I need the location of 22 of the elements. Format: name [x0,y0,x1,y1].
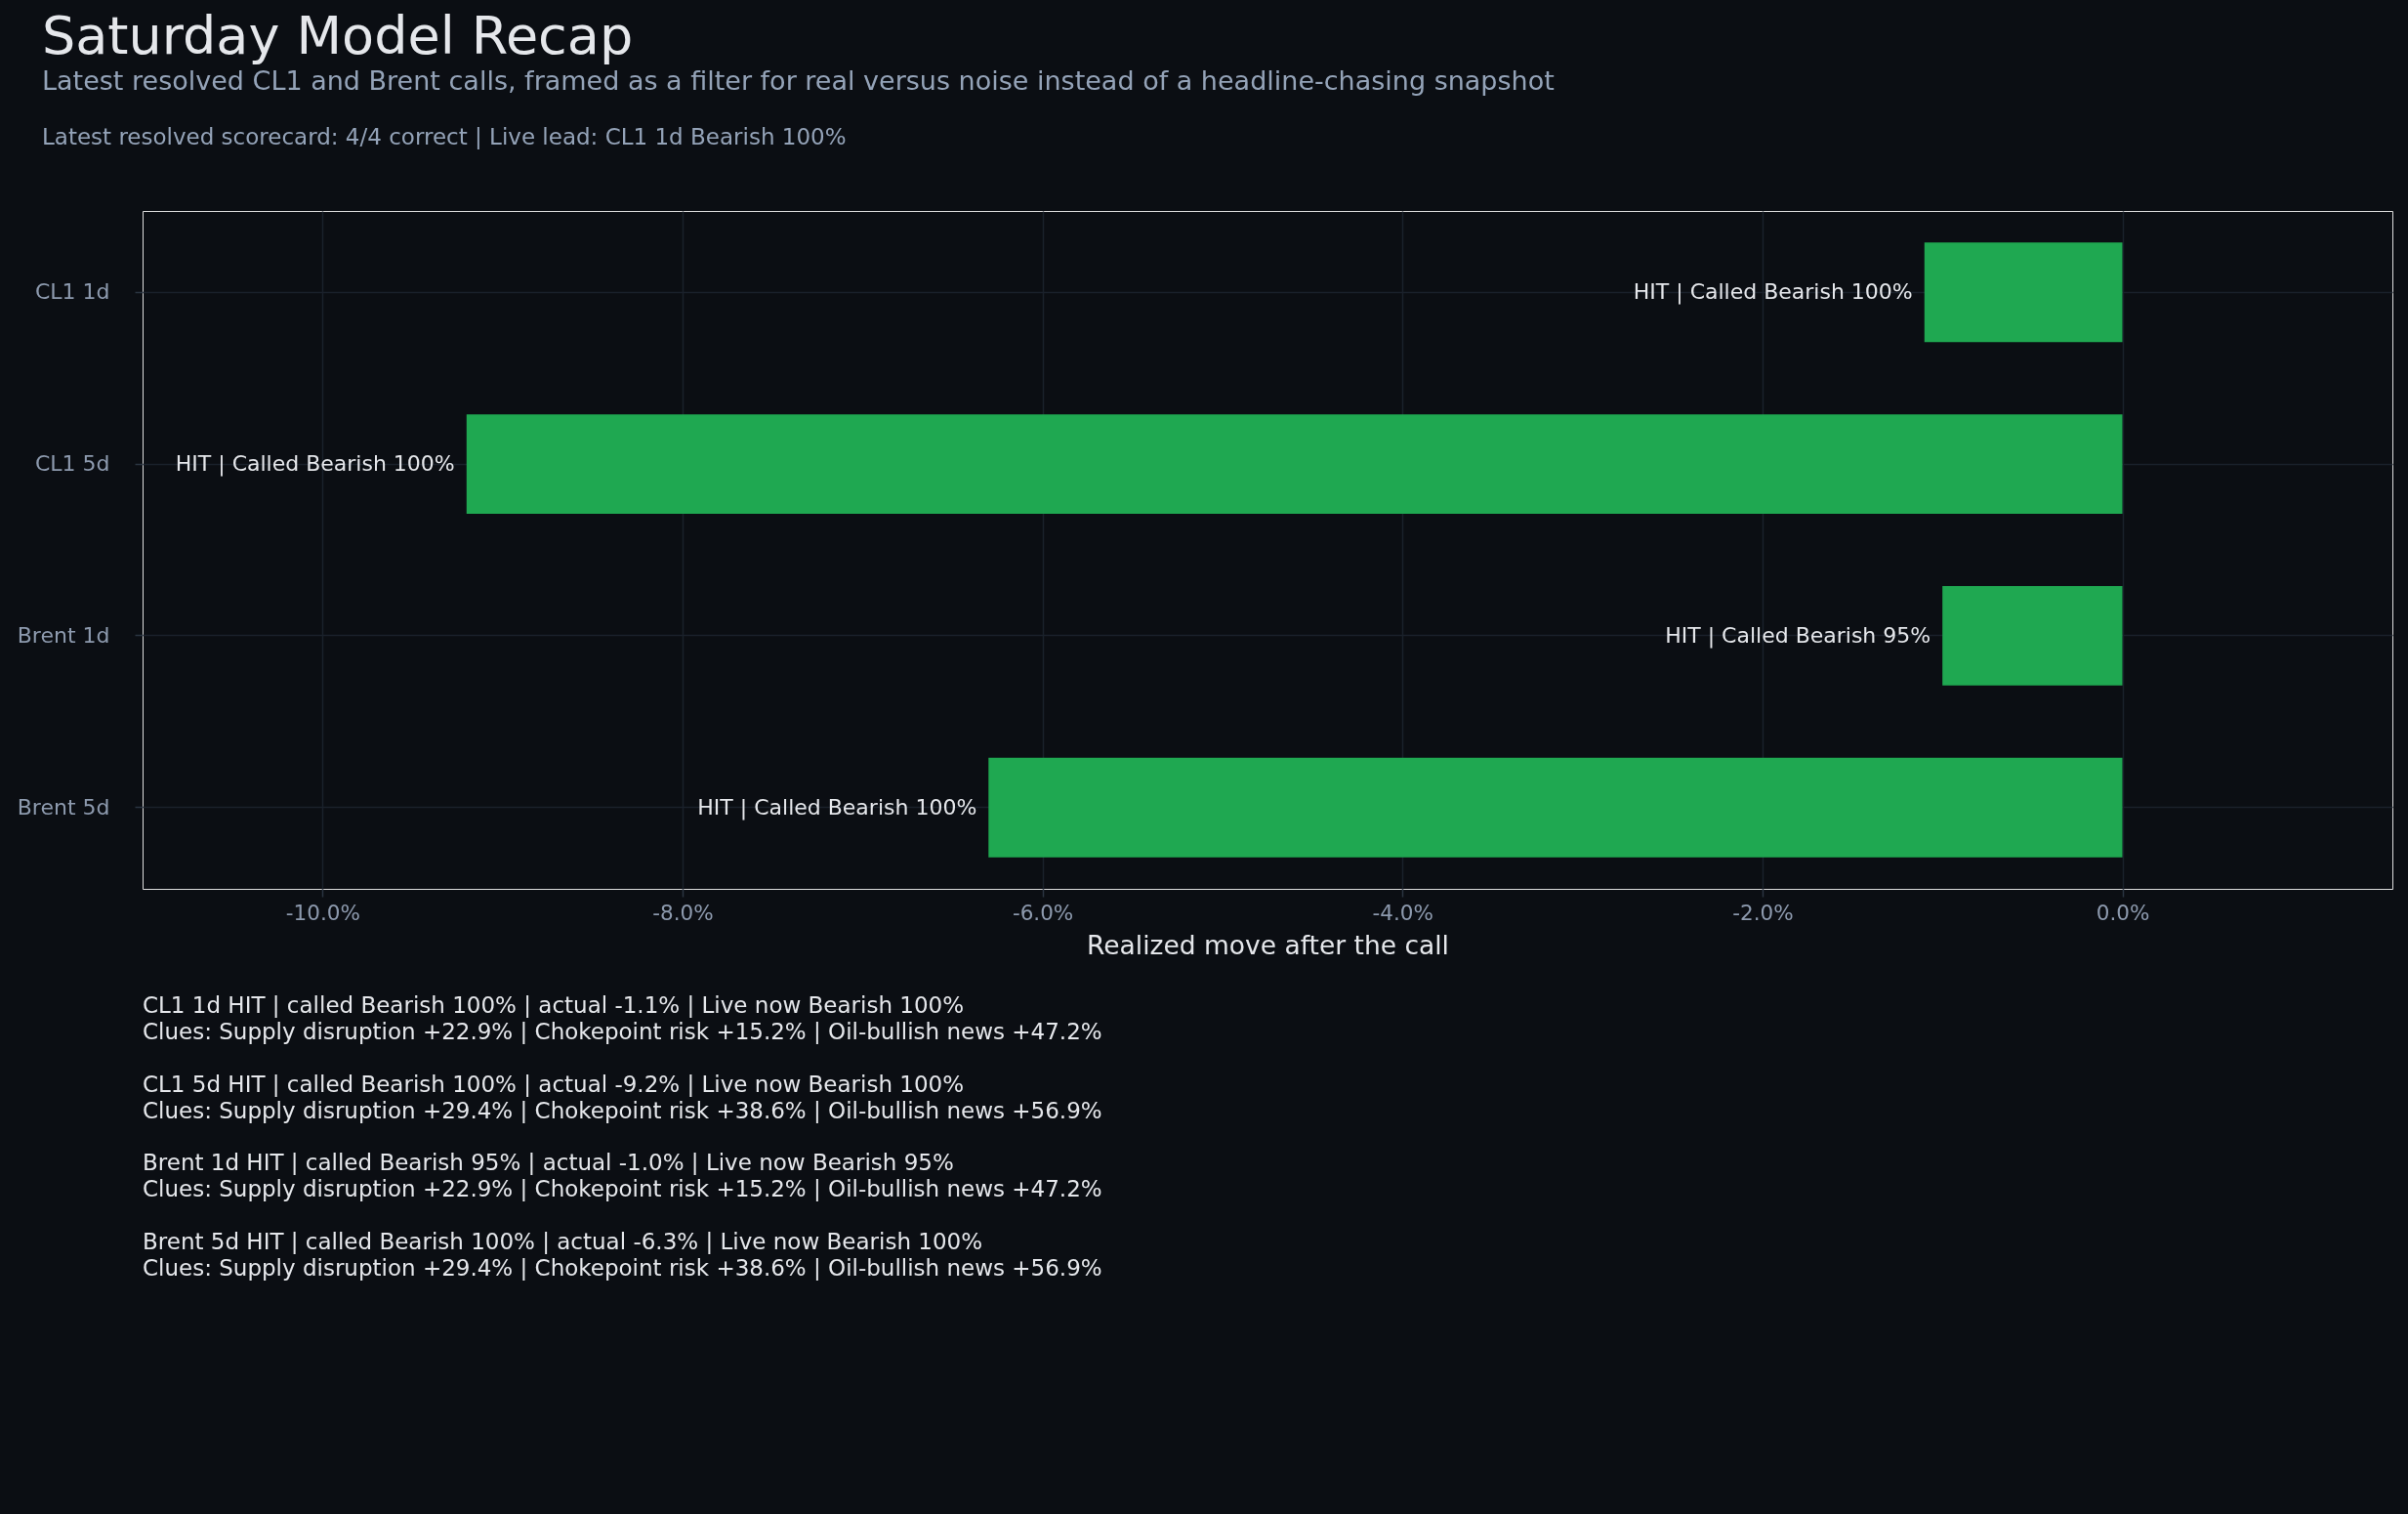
text: CL1 5d HIT | called Bearish 100% | actual -9.2% | Live now Bearish 100% Clues: Supply disruption +29.4% | Chokepoint risk +38.6% | Oil-bullish news +56.9% [143,1071,1102,1123]
chart-title: Saturday Model Recap [42,4,634,66]
y-tick-label: Brent 1d [17,622,110,648]
data-label: HIT | Called Bearish 100% [175,451,455,478]
text: CL1 1d HIT | called Bearish 100% | actual -1.1% | Live now Bearish 100% Clues: Supply disruption +22.9% | Chokepoint risk +15.2% | Oil-bullish news +47.2% [143,992,1102,1044]
x-tick-label: -2.0% [1732,900,1794,925]
x-axis-title: Realized move after the call [1087,930,1449,960]
data-label: HIT | Called Bearish 95% [1665,622,1931,649]
chart-subtitle: Latest resolved CL1 and Brent calls, framed as a filter for real versus noise instead of a headline-chasing snapshot [42,64,1555,96]
text: Brent 5d HIT | called Bearish 100% | actual -6.3% | Live now Bearish 100% Clues: Supply disruption +29.4% | Chokepoint risk +38.6% | Oil-bullish news +56.9% [143,1228,1102,1281]
x-tick-label: -4.0% [1372,900,1433,925]
y-tick-label: CL1 1d [34,279,110,305]
x-tick-label: -8.0% [652,900,714,925]
y-tick-label: Brent 5d [17,794,110,820]
data-label: HIT | Called Bearish 100% [697,794,977,820]
text: Latest resolved scorecard: 4/4 correct | Live lead: CL1 1d Bearish 100% [42,123,847,149]
y-tick-label: CL1 5d [34,451,110,477]
text: Brent 1d HIT | called Bearish 95% | actual -1.0% | Live now Bearish 95% Clues: Supply disruption +22.9% | Chokepoint risk +15.2% | Oil-bullish news +47.2% [143,1150,1102,1201]
data-label: HIT | Called Bearish 100% [1633,279,1913,306]
x-tick-label: -6.0% [1012,900,1074,925]
x-tick-label: 0.0% [2096,900,2150,925]
x-tick-label: -10.0% [285,900,360,925]
